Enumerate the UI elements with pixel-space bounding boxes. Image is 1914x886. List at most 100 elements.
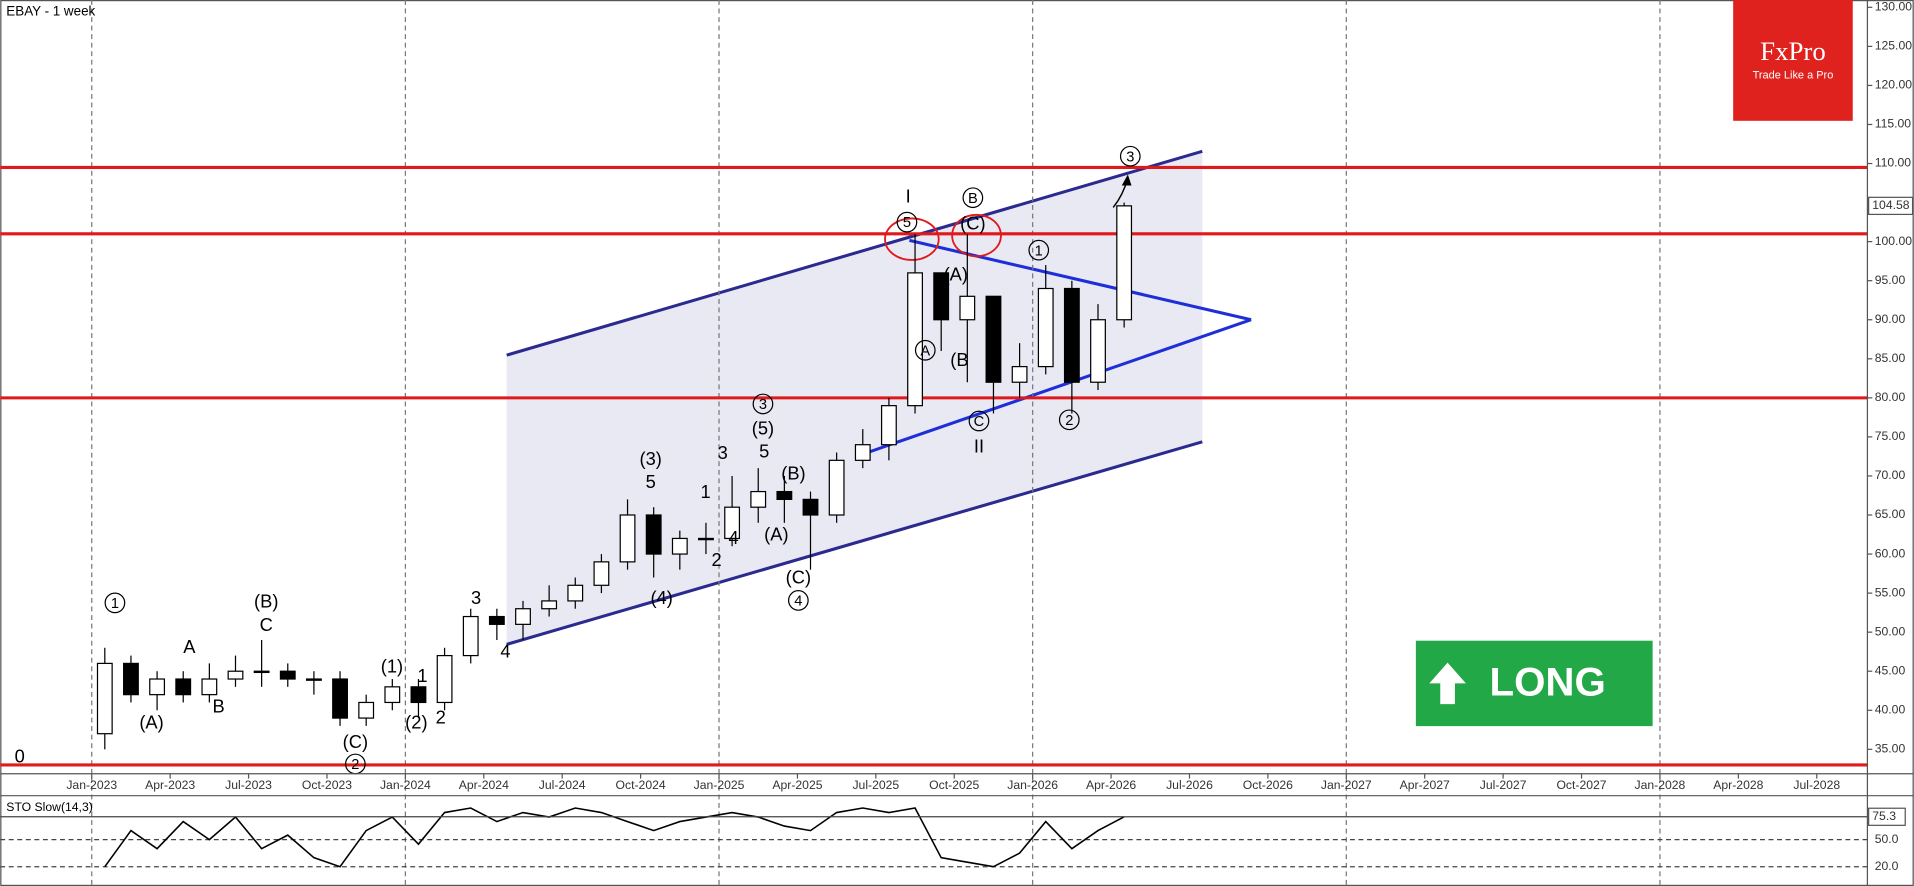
candle-body — [515, 608, 531, 625]
candle-body — [123, 662, 139, 696]
osc-tick-label: 50.0 — [1875, 832, 1899, 846]
y-tick-label: 85.00 — [1875, 351, 1906, 365]
candle-body — [1011, 365, 1028, 383]
x-tick-label: Oct-2024 — [616, 778, 666, 792]
wave-label: (1) — [381, 655, 403, 676]
wave-circle — [914, 339, 936, 361]
candle-body — [1116, 205, 1133, 321]
y-tick-label: 125.00 — [1875, 39, 1912, 53]
candle-body — [1063, 287, 1080, 383]
candle-body — [541, 600, 558, 610]
y-tick-label: 45.00 — [1875, 663, 1906, 677]
candle-body — [776, 490, 793, 500]
candle-body — [854, 444, 871, 461]
candle-body — [462, 615, 479, 657]
wave-label: (C) — [343, 731, 368, 752]
wave-label: 5 — [903, 215, 911, 231]
y-tick-label: 100.00 — [1875, 234, 1912, 248]
signal-label: LONG — [1490, 659, 1606, 704]
y-tick-label: 95.00 — [1875, 273, 1906, 287]
wave-label: 4 — [729, 527, 739, 548]
candle-body — [279, 670, 296, 680]
wave-circle — [752, 393, 774, 415]
candle-body — [985, 295, 1002, 383]
logo-name: FxPro — [1760, 36, 1826, 66]
wave-label: (B) — [781, 463, 805, 484]
candle-body — [384, 686, 401, 704]
y-tick-label: 60.00 — [1875, 546, 1906, 560]
candle-body — [332, 678, 348, 719]
chart-title: EBAY - 1 week — [6, 4, 95, 19]
candle-body — [698, 537, 714, 541]
x-tick-label: Jul-2026 — [1166, 778, 1213, 792]
wave-label: (2) — [405, 712, 427, 733]
candle-body — [253, 670, 270, 674]
wave-circle — [896, 211, 918, 233]
wave-label: (C) — [960, 212, 985, 233]
arrow-head — [1121, 174, 1132, 186]
wave-label: C — [260, 614, 273, 635]
x-tick-label: Apr-2026 — [1086, 778, 1136, 792]
wave-label: B — [213, 696, 225, 717]
x-tick-label: Jan-2025 — [694, 778, 745, 792]
candle-body — [933, 272, 950, 321]
candle-body — [671, 537, 688, 555]
candle-body — [593, 561, 610, 586]
wave-label: 3 — [718, 442, 728, 463]
x-tick-label: Jul-2028 — [1793, 778, 1840, 792]
candle-body — [149, 678, 166, 696]
wave-circle — [1028, 239, 1050, 261]
wave-label: A — [183, 636, 196, 657]
x-tick-label: Oct-2025 — [929, 778, 979, 792]
x-tick-label: Apr-2028 — [1713, 778, 1763, 792]
candle-body — [828, 459, 845, 516]
last-price-box — [1868, 196, 1914, 216]
last-price-label: 104.58 — [1872, 198, 1909, 212]
wave-circle — [962, 187, 984, 209]
y-tick-label: 55.00 — [1875, 585, 1906, 599]
y-tick-label: 65.00 — [1875, 507, 1906, 521]
highlight-circle — [951, 213, 1002, 258]
wave-label: (A) — [764, 524, 788, 545]
x-tick-label: Apr-2024 — [459, 778, 509, 792]
wave-label: 3 — [1126, 149, 1134, 165]
candle-body — [880, 405, 897, 446]
candle-body — [305, 678, 322, 681]
x-tick-label: Oct-2027 — [1556, 778, 1606, 792]
wave-label: B — [968, 191, 978, 207]
wave-label: 1 — [701, 481, 711, 502]
highlight-circle — [884, 217, 940, 261]
candle-body — [1037, 287, 1054, 368]
wave-circle — [1058, 409, 1080, 431]
candle-body — [96, 662, 113, 735]
candle-body — [1090, 319, 1106, 383]
wave-label: (4) — [650, 587, 672, 608]
x-tick-label: Apr-2025 — [772, 778, 822, 792]
wave-label: 4 — [500, 641, 510, 662]
y-tick-label: 75.00 — [1875, 429, 1906, 443]
x-tick-label: Oct-2023 — [302, 778, 352, 792]
y-tick-label: 90.00 — [1875, 312, 1906, 326]
osc-last-label: 75.3 — [1872, 809, 1896, 823]
y-tick-label: 40.00 — [1875, 702, 1906, 716]
y-tick-label: 115.00 — [1875, 117, 1912, 131]
wave-label: 2 — [711, 549, 721, 570]
wave-label: 3 — [471, 587, 481, 608]
wave-circle — [787, 590, 809, 611]
wave-circle — [968, 410, 990, 432]
logo-box — [1733, 0, 1853, 121]
wave-label: 3 — [759, 397, 767, 413]
logo-tagline: Trade Like a Pro — [1753, 70, 1834, 82]
osc-last-box — [1868, 807, 1906, 826]
x-tick-label: Oct-2026 — [1243, 778, 1293, 792]
wave-label: I — [906, 186, 911, 207]
y-tick-label: 130.00 — [1875, 0, 1912, 14]
channel-lower — [506, 440, 1203, 646]
wave-label: II — [974, 436, 984, 457]
y-tick-label: 120.00 — [1875, 78, 1912, 92]
candle-body — [907, 272, 923, 407]
osc-tick-label: 20.0 — [1875, 859, 1899, 873]
x-tick-label: Jul-2025 — [852, 778, 899, 792]
wave-label: (C) — [786, 566, 811, 587]
